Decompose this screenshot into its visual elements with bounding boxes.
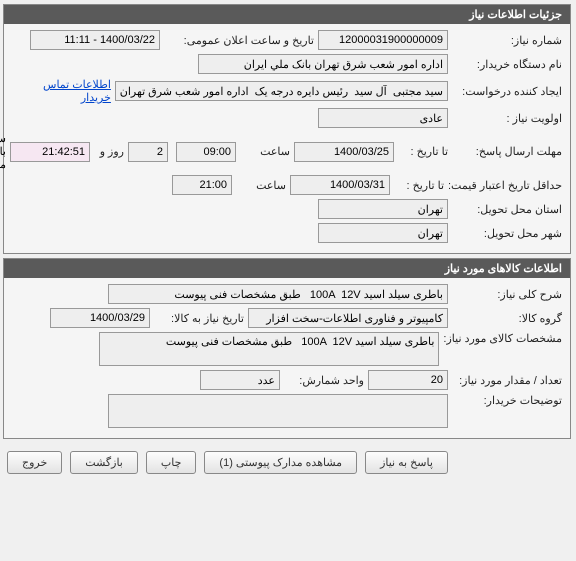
input-need-no bbox=[319, 30, 449, 50]
input-public-datetime bbox=[31, 30, 161, 50]
input-creator bbox=[116, 81, 449, 101]
attachments-button[interactable]: مشاهده مدارک پیوستی (1) bbox=[205, 451, 358, 474]
input-need-date-to bbox=[51, 308, 151, 328]
respond-button[interactable]: پاسخ به نیاز bbox=[366, 451, 449, 474]
label-creator: ایجاد کننده درخواست: bbox=[453, 85, 563, 98]
label-buyer-notes: توضیحات خریدار: bbox=[453, 394, 563, 407]
input-credit-time bbox=[173, 175, 233, 195]
label-need-date-to: تاریخ نیاز به کالا: bbox=[155, 312, 245, 325]
input-priority bbox=[319, 108, 449, 128]
label-time-1: ساعت bbox=[241, 145, 291, 158]
input-unit bbox=[201, 370, 281, 390]
panel1-title: جزئیات اطلاعات نیاز bbox=[5, 5, 571, 24]
label-spec: مشخصات کالای مورد نیاز: bbox=[444, 332, 563, 345]
label-need-no: شماره نیاز: bbox=[453, 34, 563, 47]
label-province: استان محل تحویل: bbox=[453, 203, 563, 216]
panel-goods-info: اطلاعات کالاهای مورد نیاز شرح کلی نیاز: … bbox=[4, 258, 572, 439]
button-bar: پاسخ به نیاز مشاهده مدارک پیوستی (1) چاپ… bbox=[0, 443, 576, 482]
input-province bbox=[319, 199, 449, 219]
label-public-datetime: تاریخ و ساعت اعلان عمومی: bbox=[165, 34, 315, 47]
label-priority: اولویت نیاز : bbox=[453, 112, 563, 125]
label-to-date-1: تا تاریخ : bbox=[399, 145, 449, 158]
input-city bbox=[319, 223, 449, 243]
back-button[interactable]: بازگشت bbox=[71, 451, 139, 474]
panel-need-details: جزئیات اطلاعات نیاز شماره نیاز: تاریخ و … bbox=[4, 4, 572, 254]
textarea-buyer-notes bbox=[109, 394, 449, 428]
label-min-credit: حداقل تاریخ اعتبار قیمت: bbox=[449, 179, 563, 192]
label-goods-group: گروه کالا: bbox=[453, 312, 563, 325]
label-days-and: روز و bbox=[95, 145, 125, 158]
label-general-desc: شرح کلی نیاز: bbox=[453, 288, 563, 301]
input-deadline-time bbox=[177, 142, 237, 162]
label-remaining: ساعت باقی مانده bbox=[0, 132, 7, 171]
label-unit: واحد شمارش: bbox=[285, 374, 365, 387]
label-city: شهر محل تحویل: bbox=[453, 227, 563, 240]
link-contact-info[interactable]: اطلاعات تماس خریدار bbox=[13, 78, 112, 104]
label-deadline: مهلت ارسال پاسخ: bbox=[453, 145, 563, 158]
label-qty: تعداد / مقدار مورد نیاز: bbox=[453, 374, 563, 387]
input-goods-group bbox=[249, 308, 449, 328]
label-time-2: ساعت bbox=[237, 179, 287, 192]
input-remaining-days bbox=[129, 142, 169, 162]
exit-button[interactable]: خروج bbox=[8, 451, 63, 474]
input-general-desc bbox=[109, 284, 449, 304]
textarea-spec bbox=[100, 332, 440, 366]
input-credit-date bbox=[291, 175, 391, 195]
input-remaining-time bbox=[11, 142, 91, 162]
input-buyer-org bbox=[199, 54, 449, 74]
panel2-title: اطلاعات کالاهای مورد نیاز bbox=[5, 259, 571, 278]
print-button[interactable]: چاپ bbox=[147, 451, 198, 474]
label-buyer-org: نام دستگاه خریدار: bbox=[453, 58, 563, 71]
label-to-date-2: تا تاریخ : bbox=[395, 179, 445, 192]
input-qty bbox=[369, 370, 449, 390]
input-deadline-date bbox=[295, 142, 395, 162]
